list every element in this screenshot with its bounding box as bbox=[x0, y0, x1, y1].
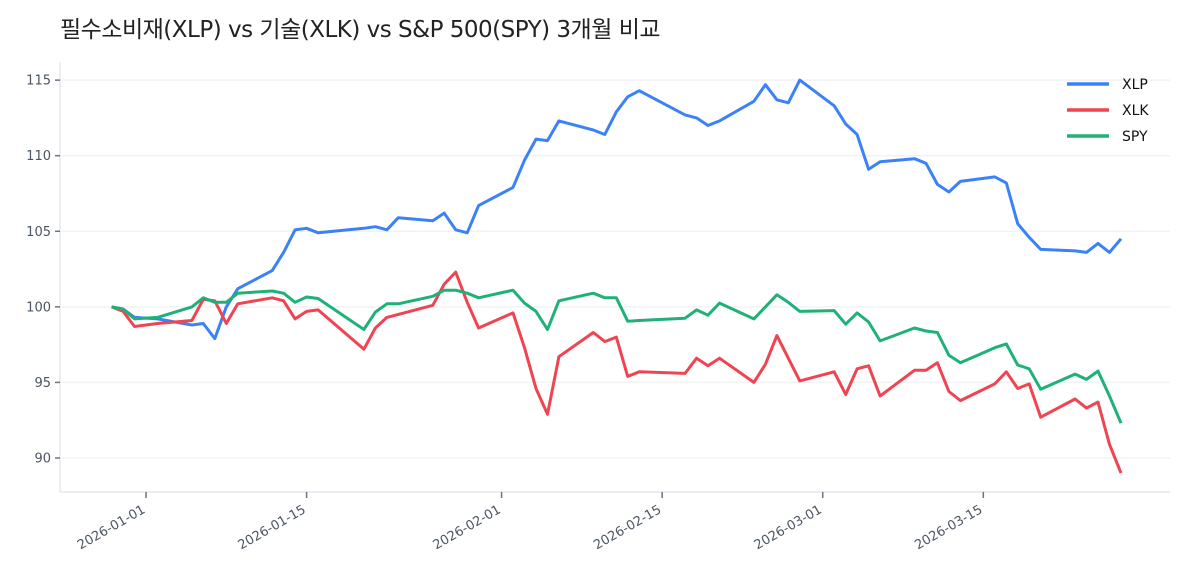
series-line-xlk bbox=[111, 270, 1123, 474]
x-tick-label: 2026-03-15 bbox=[912, 502, 985, 553]
y-tick-label: 115 bbox=[26, 74, 51, 89]
series-line-xlp bbox=[111, 78, 1123, 341]
y-axis-ticks: 90 95 100 105 110 115 bbox=[26, 74, 60, 466]
y-tick-label: 110 bbox=[26, 149, 51, 164]
y-tick-label: 105 bbox=[26, 225, 51, 240]
legend-label-spy: SPY bbox=[1122, 129, 1148, 145]
x-axis-ticks: 2026-01-01 2026-01-15 2026-02-01 2026-02-15… bbox=[75, 492, 985, 553]
legend-label-xlk: XLK bbox=[1122, 103, 1149, 119]
legend: XLP XLK SPY bbox=[1067, 77, 1149, 145]
y-tick-label: 100 bbox=[26, 300, 51, 315]
x-tick-label: 2026-03-01 bbox=[752, 502, 825, 553]
legend-label-xlp: XLP bbox=[1122, 77, 1148, 93]
chart-title: 필수소비재(XLP) vs 기술(XLK) vs S&P 500(SPY) 3개… bbox=[60, 17, 661, 43]
y-tick-label: 90 bbox=[34, 451, 51, 466]
x-tick-label: 2026-02-15 bbox=[591, 502, 664, 553]
x-tick-label: 2026-01-15 bbox=[236, 502, 309, 553]
gridlines bbox=[60, 79, 1170, 459]
series-line-spy bbox=[111, 288, 1123, 424]
x-tick-label: 2026-01-01 bbox=[75, 502, 148, 553]
x-tick-label: 2026-02-01 bbox=[431, 502, 504, 553]
y-tick-label: 95 bbox=[34, 376, 51, 391]
series-lines bbox=[111, 78, 1123, 474]
